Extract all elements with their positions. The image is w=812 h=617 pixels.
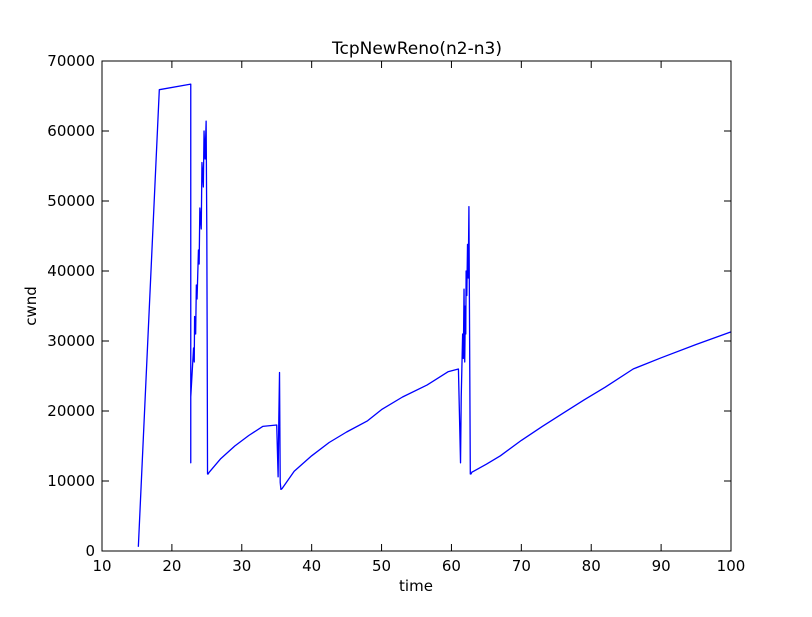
y-axis-label: cwnd xyxy=(22,286,40,326)
plot-area-frame xyxy=(101,60,732,552)
x-tick-label: 40 xyxy=(302,557,321,575)
y-tick-label: 20000 xyxy=(47,402,95,420)
y-tick-label: 60000 xyxy=(47,122,95,140)
x-tick-label: 50 xyxy=(372,557,391,575)
y-tick-label: 70000 xyxy=(47,52,95,70)
y-tick-label: 10000 xyxy=(47,472,95,490)
y-tick-label: 40000 xyxy=(47,262,95,280)
series-layer xyxy=(137,83,732,547)
x-tick-label: 20 xyxy=(162,557,181,575)
x-tick-label: 100 xyxy=(717,557,746,575)
x-tick-label: 60 xyxy=(442,557,461,575)
x-axis-label: time xyxy=(399,577,433,595)
y-tick-label: 0 xyxy=(85,542,95,560)
x-tick-label: 30 xyxy=(232,557,251,575)
x-tick-label: 80 xyxy=(582,557,601,575)
y-tick-label: 50000 xyxy=(47,192,95,210)
y-tick-label: 30000 xyxy=(47,332,95,350)
x-tick-label: 10 xyxy=(92,557,111,575)
x-tick-label: 70 xyxy=(512,557,531,575)
x-tick-label: 90 xyxy=(652,557,671,575)
axis-ticks: 10 20 30 40 50 60 70 80 90 100 0 10000 20000 30000 400… xyxy=(47,52,745,575)
chart-title: TcpNewReno(n2-n3) xyxy=(331,39,502,59)
series-line xyxy=(137,83,732,547)
